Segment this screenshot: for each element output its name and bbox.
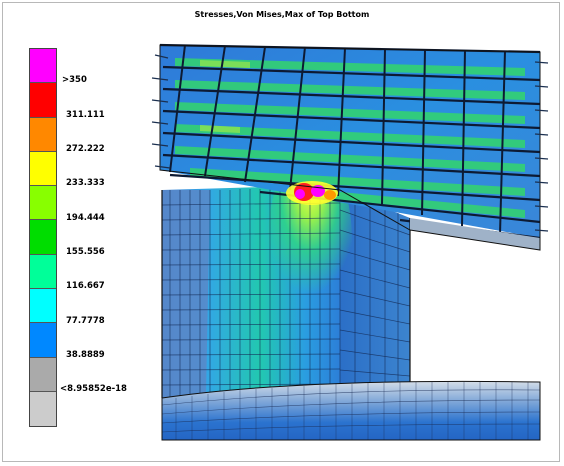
legend-label: 38.8889 bbox=[66, 350, 105, 360]
legend-label: <8.95852e-18 bbox=[60, 384, 127, 394]
legend-label: 155.556 bbox=[66, 247, 105, 257]
legend-label: 272.222 bbox=[66, 144, 105, 154]
color-legend bbox=[29, 48, 57, 428]
legend-swatch-light-gray bbox=[30, 391, 56, 427]
legend-label: 233.333 bbox=[66, 178, 105, 188]
legend-swatch-yellow bbox=[30, 151, 56, 187]
bottom-pipe bbox=[161, 380, 541, 441]
legend-swatch-gray bbox=[30, 357, 56, 392]
legend-swatch-blue bbox=[30, 323, 56, 358]
legend-swatch-yellow-green bbox=[30, 186, 56, 221]
legend-label: >350 bbox=[62, 75, 87, 85]
top-deck bbox=[151, 43, 549, 251]
legend-swatch-magenta bbox=[30, 49, 56, 84]
legend-swatch-spring-green bbox=[30, 254, 56, 290]
legend-swatch-green bbox=[30, 220, 56, 255]
plot-title: Stresses,Von Mises,Max of Top Bottom bbox=[194, 10, 370, 19]
legend-swatch-cyan bbox=[30, 289, 56, 324]
vertical-wall bbox=[161, 150, 411, 398]
legend-label: 311.111 bbox=[66, 110, 105, 120]
stress-hotspot bbox=[286, 181, 338, 205]
legend-label: 116.667 bbox=[66, 281, 105, 291]
legend-swatch-orange bbox=[30, 117, 56, 152]
legend-label: 77.7778 bbox=[66, 316, 105, 326]
legend-label: 194.444 bbox=[66, 213, 105, 223]
legend-swatch-red bbox=[30, 83, 56, 118]
